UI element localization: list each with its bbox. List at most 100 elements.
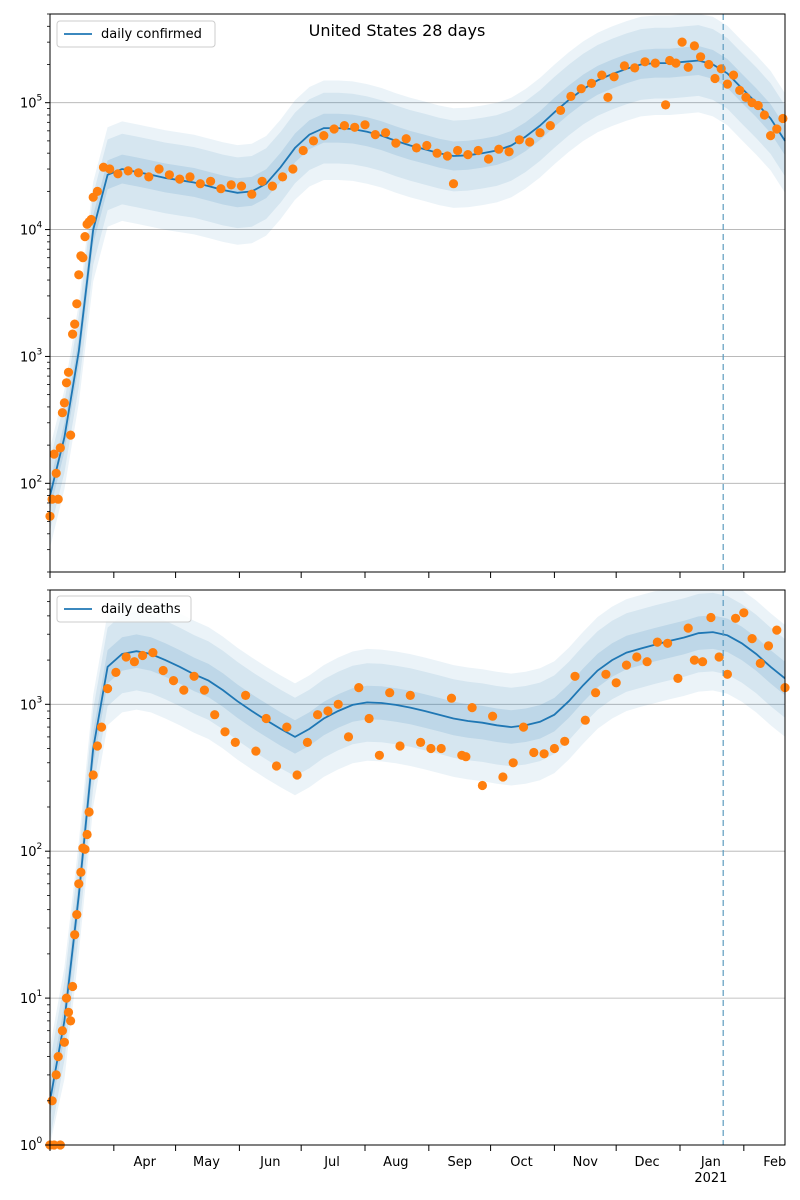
confirmed-data-point xyxy=(650,58,660,68)
deaths-panel: 100 101 102 103 Apr May Jun Jul Aug Sep Oct Nov Dec… xyxy=(20,589,790,1170)
deaths-data-point xyxy=(601,669,611,679)
deaths-data-point xyxy=(518,722,529,732)
deaths-data-point xyxy=(59,1037,69,1047)
confirmed-data-point xyxy=(683,62,693,72)
x-month-label: Jun xyxy=(259,1155,280,1170)
deaths-data-point xyxy=(72,910,82,920)
deaths-data-point xyxy=(747,634,757,644)
confirmed-data-point xyxy=(61,378,72,388)
confirmed-data-point xyxy=(105,164,115,174)
deaths-y-ticks: 100 101 102 103 xyxy=(20,589,50,1154)
confirmed-data-point xyxy=(53,494,63,504)
confirmed-data-point xyxy=(68,329,78,339)
deaths-data-point xyxy=(488,711,498,721)
confirmed-data-point xyxy=(704,59,714,70)
deaths-axes-frame xyxy=(49,589,786,1146)
deaths-data-point xyxy=(739,608,749,618)
deaths-data-point xyxy=(57,1026,67,1036)
deaths-data-point xyxy=(683,623,693,633)
deaths-data-point xyxy=(343,732,354,742)
confirmed-data-point xyxy=(66,430,76,440)
confirmed-data-point xyxy=(483,154,494,164)
confirmed-data-point xyxy=(448,179,459,189)
deaths-data-point xyxy=(652,637,663,647)
deaths-data-point xyxy=(76,867,86,877)
confirmed-data-point xyxy=(710,73,720,84)
deaths-data-point xyxy=(210,710,220,720)
confirmed-data-point xyxy=(401,134,411,144)
deaths-data-point xyxy=(302,737,312,748)
deaths-x-ticks: Apr May Jun Jul Aug Sep Oct Nov Dec Jan Feb xyxy=(49,1145,786,1170)
confirmed-data-point xyxy=(74,270,84,280)
deaths-data-point xyxy=(354,683,364,693)
confirmed-data-point xyxy=(422,140,432,151)
deaths-data-point xyxy=(529,747,539,758)
deaths-data-point xyxy=(84,807,94,817)
legend-label-confirmed: daily confirmed xyxy=(101,27,202,42)
confirmed-data-point xyxy=(556,105,566,115)
deaths-points xyxy=(45,608,790,1150)
x-month-label: Dec xyxy=(634,1155,659,1170)
confirmed-data-point xyxy=(525,137,535,147)
x-month-label: Oct xyxy=(510,1155,532,1170)
deaths-data-point xyxy=(121,652,131,662)
confirmed-panel: 102 103 104 105 United States 28 days daily… xyxy=(20,13,788,578)
confirmed-data-point xyxy=(185,172,195,182)
deaths-data-point xyxy=(189,671,199,681)
deaths-data-point xyxy=(570,671,580,681)
confirmed-data-point xyxy=(175,174,185,184)
deaths-y-tick-label: 103 xyxy=(20,695,42,713)
confirmed-data-point xyxy=(308,136,319,146)
confirmed-data-point xyxy=(671,58,681,68)
confirmed-data-point xyxy=(391,138,401,148)
confirmed-data-point xyxy=(55,443,65,453)
deaths-data-point xyxy=(271,761,282,771)
confirmed-data-point xyxy=(381,128,391,138)
deaths-legend: daily deaths xyxy=(56,595,192,623)
deaths-y-tick-label: 100 xyxy=(20,1136,43,1154)
confirmed-data-point xyxy=(123,166,133,176)
deaths-data-point xyxy=(323,706,333,716)
confirmed-band-inner xyxy=(50,46,785,511)
confirmed-data-point xyxy=(504,147,514,157)
deaths-data-point xyxy=(714,652,724,662)
confirmed-data-point xyxy=(689,41,700,51)
confirmed-data-point xyxy=(545,121,555,131)
confirmed-data-point xyxy=(360,120,370,130)
legend-label-deaths: daily deaths xyxy=(101,602,181,617)
confirmed-y-ticks: 102 103 104 105 xyxy=(20,13,50,573)
deaths-data-point xyxy=(477,780,487,791)
confirmed-data-point xyxy=(566,91,576,101)
deaths-series-line xyxy=(49,631,786,1101)
confirmed-data-point xyxy=(696,52,706,62)
confirmed-data-point xyxy=(609,72,619,82)
deaths-data-point xyxy=(632,652,642,662)
confirmed-data-point xyxy=(514,135,525,145)
confirmed-data-point xyxy=(463,150,473,160)
confirmed-data-point xyxy=(154,164,164,174)
deaths-data-point xyxy=(333,699,343,709)
deaths-data-point xyxy=(698,657,708,667)
confirmed-data-point xyxy=(278,172,288,182)
confirmed-data-point xyxy=(728,70,739,80)
deaths-data-point xyxy=(129,657,139,667)
deaths-data-point xyxy=(461,752,471,762)
confirmed-points xyxy=(45,37,788,521)
confirmed-data-point xyxy=(778,113,788,124)
confirmed-data-point xyxy=(535,128,545,138)
confirmed-data-point xyxy=(603,92,613,102)
deaths-data-point xyxy=(103,684,113,694)
confirmed-data-point xyxy=(370,130,380,140)
deaths-data-point xyxy=(61,993,72,1003)
confirmed-data-point xyxy=(319,131,329,141)
deaths-data-point xyxy=(92,741,102,751)
confirmed-data-point xyxy=(735,85,745,95)
confirmed-data-point xyxy=(329,124,339,134)
confirmed-data-point xyxy=(453,145,463,156)
deaths-data-point xyxy=(111,667,121,678)
confirmed-x-ticks xyxy=(49,572,745,578)
confirmed-data-point xyxy=(49,449,59,459)
confirmed-grid xyxy=(50,102,785,484)
chart-title: United States 28 days xyxy=(309,21,486,40)
